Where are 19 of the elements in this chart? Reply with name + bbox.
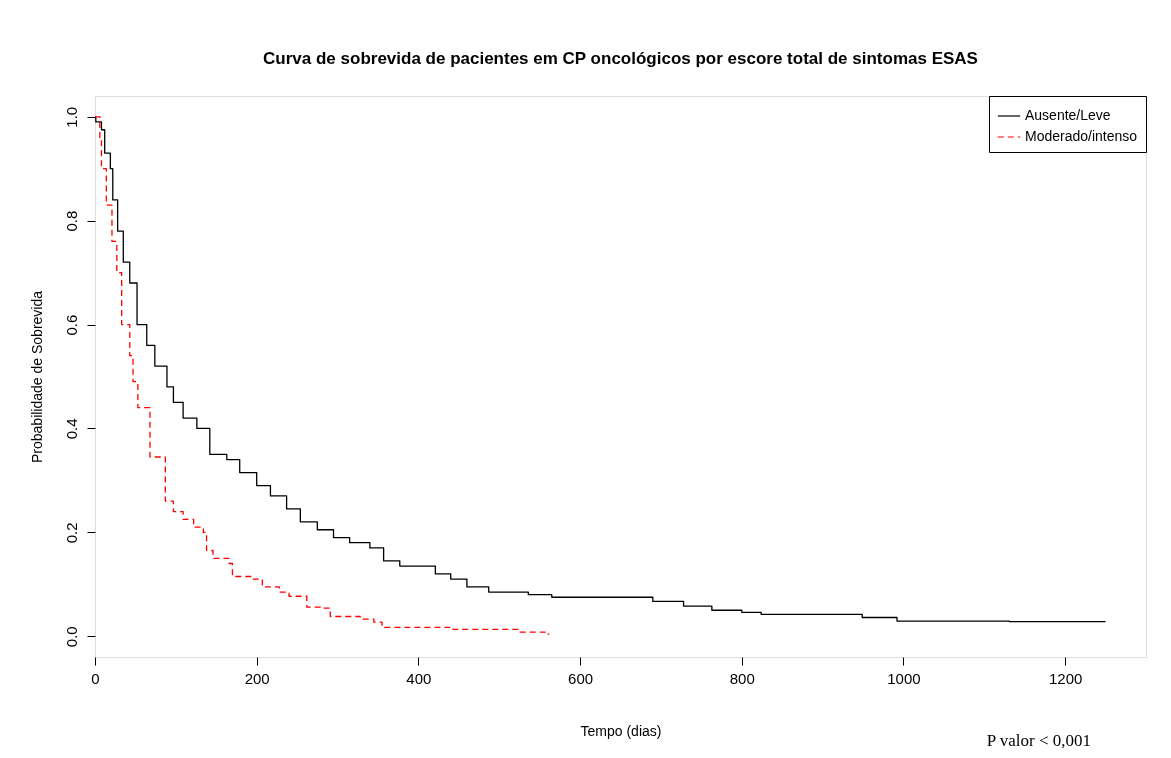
y-tick-label: 0.0 — [62, 626, 80, 648]
y-tick-label: 0.2 — [62, 522, 80, 544]
chart-title: Curva de sobrevida de pacientes em CP oncológicos por escore total de sintomas ESAS — [263, 48, 978, 68]
x-tick-label: 800 — [729, 669, 755, 687]
y-tick-label: 0.4 — [62, 418, 80, 440]
legend-label: Ausente/Leve — [1025, 107, 1111, 123]
x-axis-title: Tempo (dias) — [580, 722, 662, 739]
x-tick-label: 0 — [91, 669, 100, 687]
y-axis-title: Probabilidade de Sobrevida — [28, 290, 45, 464]
x-tick-label: 1000 — [887, 669, 921, 687]
y-tick-label: 0.6 — [62, 314, 80, 336]
legend-label: Moderado/intenso — [1025, 128, 1138, 144]
x-tick-label: 600 — [568, 669, 594, 687]
x-tick-label: 1200 — [1048, 669, 1083, 687]
text: P valor < 0,001 — [986, 731, 1091, 750]
y-tick-label: 0.8 — [62, 210, 80, 232]
y-tick-label: 1.0 — [62, 106, 80, 128]
x-tick-label: 400 — [406, 669, 432, 687]
x-tick-label: 200 — [244, 669, 270, 687]
